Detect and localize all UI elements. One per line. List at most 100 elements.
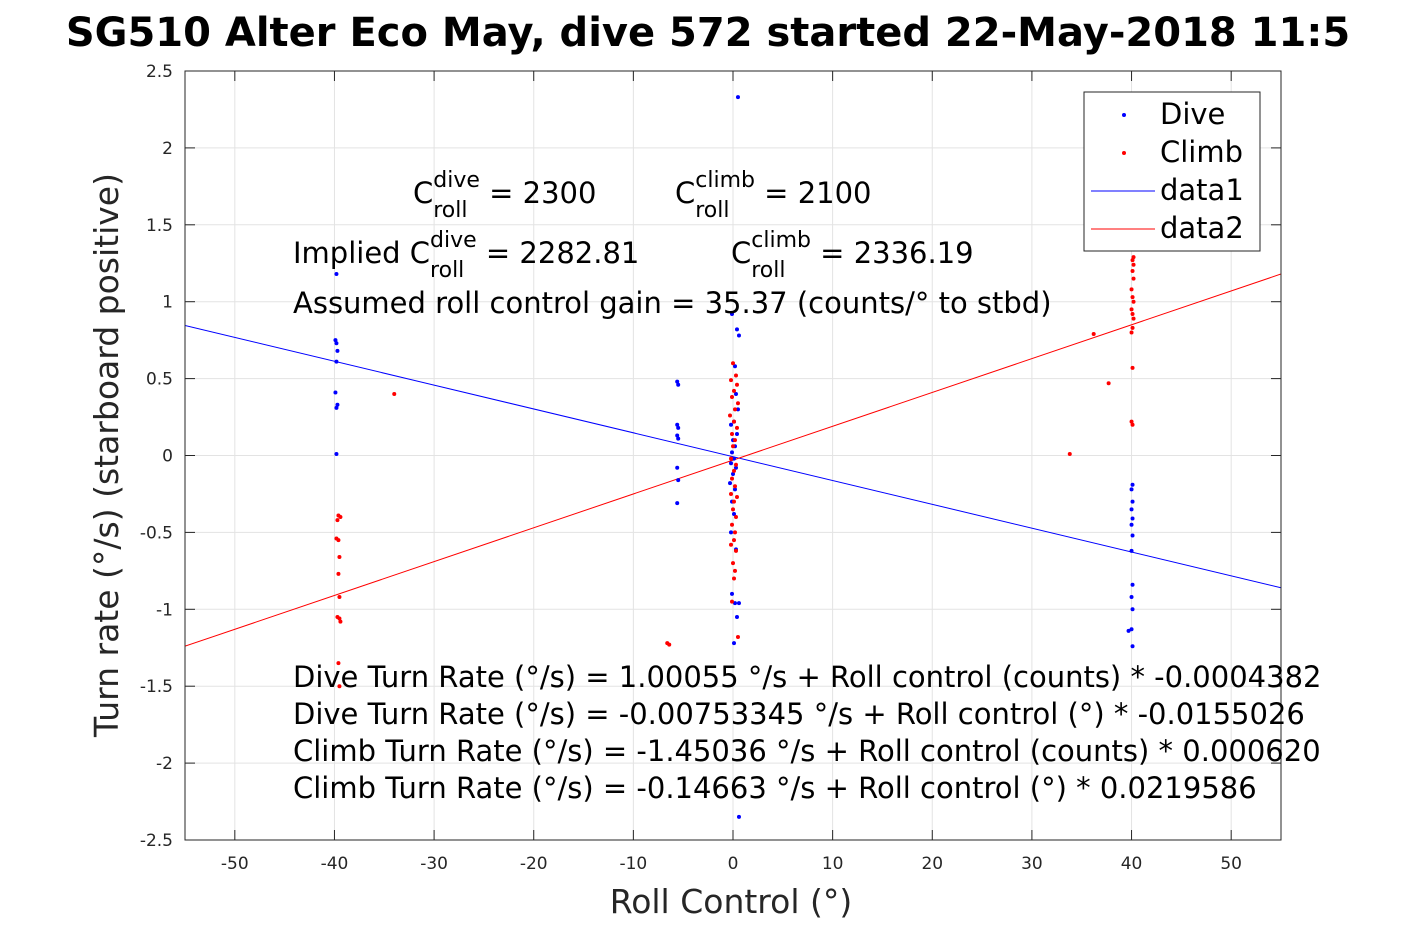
annotation-equation-4: Climb Turn Rate (°/s) = -0.14663 °/s + R… [293, 771, 1257, 805]
annotation-implied-climb: Cclimb roll = 2336.19 [731, 228, 974, 283]
climb-point [1129, 419, 1134, 424]
dive-point [334, 359, 339, 364]
dive-point [1130, 607, 1135, 612]
dive-point [733, 391, 738, 396]
dive-point [335, 348, 340, 353]
x-tick-label: 0 [728, 854, 739, 874]
climb-point [731, 361, 735, 366]
climb-point [733, 373, 738, 378]
y-tick-label: 0 [162, 447, 173, 467]
x-tick-label: -50 [221, 854, 249, 874]
dive-point [1129, 548, 1134, 553]
climb-point [731, 444, 735, 449]
climb-point [1130, 268, 1135, 273]
dive-point [729, 422, 734, 427]
climb-point [729, 542, 734, 547]
climb-point [730, 599, 735, 604]
dive-point [734, 327, 739, 332]
y-tick-label: -1.5 [140, 677, 173, 697]
legend-label-data1: data1 [1160, 173, 1244, 207]
x-tick-label: -10 [619, 854, 647, 874]
climb-point [337, 684, 342, 689]
dive-point [335, 402, 340, 407]
x-tick-label: 10 [822, 854, 844, 874]
fit-line-data1 [185, 325, 1281, 589]
data-points [333, 95, 1136, 819]
climb-point [734, 382, 739, 387]
dive-point [733, 465, 738, 470]
climb-point [1130, 312, 1135, 317]
climb-point [732, 407, 737, 412]
legend-marker-climb [1122, 151, 1126, 155]
axis-ticks: -50 -40 -30 -20 -10 0 10 20 30 40 50-2.5-2-1.5-1-0… [140, 62, 1281, 874]
climb-point [731, 499, 736, 504]
dive-point [729, 530, 734, 535]
climb-point [733, 515, 738, 520]
climb-point [1131, 316, 1136, 321]
climb-point [1129, 287, 1134, 292]
climb-point [1130, 258, 1135, 263]
dive-point [730, 450, 735, 455]
dive-point [675, 379, 680, 384]
dive-point [1129, 522, 1134, 527]
climb-point [729, 491, 734, 496]
dive-point [334, 451, 339, 456]
climb-point [731, 576, 736, 581]
climb-point [1130, 325, 1135, 330]
climb-point [1129, 330, 1134, 335]
climb-point [731, 538, 736, 543]
climb-point [732, 484, 737, 489]
dive-point [736, 814, 741, 819]
dive-point [1130, 482, 1135, 487]
y-tick-label: 2.5 [146, 62, 173, 82]
dive-point [730, 312, 735, 317]
y-tick-label: 2 [162, 139, 173, 159]
climb-point [1130, 295, 1135, 300]
climb-point [1091, 331, 1096, 336]
climb-point [337, 616, 342, 621]
dive-point [333, 390, 338, 395]
annotation-roll-gain: Assumed roll control gain = 35.37 (count… [293, 286, 1052, 320]
climb-point [1131, 299, 1136, 304]
y-tick-label: 0.5 [146, 370, 173, 390]
climb-point [731, 419, 736, 424]
y-tick-label: -2 [156, 754, 173, 774]
climb-point [735, 401, 740, 406]
climb-point [733, 548, 738, 553]
climb-point [731, 468, 736, 473]
climb-point [1131, 262, 1136, 267]
x-tick-label: 50 [1220, 854, 1242, 874]
climb-point [728, 413, 733, 418]
climb-point [729, 456, 734, 461]
dive-point [735, 407, 740, 412]
legend-label-data2: data2 [1160, 211, 1244, 245]
dive-point [1130, 499, 1135, 504]
x-tick-label: -30 [420, 854, 448, 874]
y-tick-label: 1 [162, 293, 173, 313]
dive-point [732, 487, 737, 492]
climb-point [732, 438, 737, 443]
chart-title: SG510 Alter Eco May, dive 572 started 22… [66, 10, 1350, 56]
climb-point [336, 571, 341, 576]
climb-point [1130, 365, 1135, 370]
climb-point [730, 395, 735, 400]
legend-label-dive: Dive [1160, 97, 1225, 131]
dive-point [334, 405, 339, 410]
climb-point [731, 507, 735, 512]
climb-point [734, 495, 739, 500]
annotation-implied-dive: Implied Cdive roll = 2282.81 [293, 228, 639, 283]
dive-point [1126, 628, 1131, 633]
climb-point [731, 561, 735, 566]
climb-point [730, 431, 735, 436]
dive-point [676, 382, 681, 387]
climb-point [1129, 307, 1134, 312]
dive-point [1129, 594, 1134, 599]
dive-point [731, 511, 736, 516]
dive-point [675, 433, 680, 438]
dive-point [1130, 533, 1135, 538]
x-tick-label: 20 [921, 854, 943, 874]
climb-point [1130, 422, 1135, 427]
dive-point [728, 481, 733, 486]
climb-point [729, 378, 734, 383]
dive-point [334, 341, 339, 346]
